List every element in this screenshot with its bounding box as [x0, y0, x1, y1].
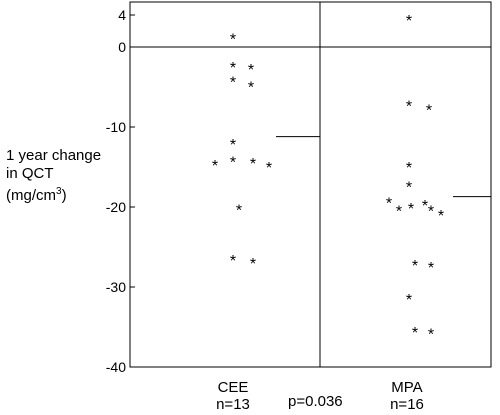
group-mean-lines: [276, 136, 491, 198]
data-point-mpa: *: [396, 203, 402, 220]
p-value-label: p=0.036: [288, 393, 343, 410]
group-name-cee: CEE: [217, 379, 249, 396]
data-point-mpa: *: [428, 203, 434, 220]
data-point-mpa: *: [428, 260, 434, 277]
data-point-mpa: *: [406, 160, 412, 177]
data-point-mpa: *: [406, 99, 412, 116]
data-point-mpa: *: [408, 201, 414, 218]
data-point-mpa: *: [406, 13, 412, 30]
y-axis-unit-close: ): [61, 187, 67, 204]
data-point-cee: *: [248, 62, 254, 79]
data-point-cee: *: [236, 203, 242, 220]
y-axis-label: 1 year change in QCT (mg/cm3): [6, 147, 101, 205]
data-point-mpa: *: [412, 325, 418, 342]
data-point-cee: *: [230, 253, 236, 270]
group-name-mpa: MPA: [391, 379, 423, 396]
y-axis-ticks: 4 0 -10 -20 -30 -40: [106, 7, 135, 375]
data-point-cee: *: [230, 60, 236, 77]
group-n-cee: n=13: [216, 396, 250, 413]
plot-border: [129, 1, 492, 368]
y-axis-unit-base: (mg/cm: [6, 187, 56, 204]
data-point-mpa: *: [422, 198, 428, 215]
data-point-cee: *: [212, 158, 218, 175]
y-axis-label-line-1: 1 year change: [6, 147, 102, 164]
data-point-cee: *: [250, 156, 256, 173]
data-points: ** ** *** * * *** *** **** * * * * ** *** *: [212, 13, 444, 344]
data-point-cee: *: [230, 137, 236, 154]
data-point-cee: *: [266, 160, 272, 177]
group-label-mpa: MPA n=16: [372, 379, 442, 413]
data-point-mpa: *: [406, 292, 412, 309]
y-tick-label: -20: [106, 199, 126, 215]
data-point-mpa: *: [406, 179, 412, 196]
y-axis-unit-sup: 3: [56, 186, 62, 197]
data-point-mpa: *: [426, 103, 432, 120]
y-axis-label-unit: (mg/cm3): [6, 183, 101, 205]
y-axis-label-line-2: in QCT: [6, 165, 54, 182]
y-tick-label: -40: [106, 359, 126, 375]
data-point-cee: *: [230, 31, 236, 48]
data-point-cee: *: [230, 75, 236, 92]
y-tick-label: -30: [106, 279, 126, 295]
y-tick-label: 4: [118, 7, 126, 23]
plot-frame: [129, 1, 492, 368]
y-tick-label: 0: [118, 39, 126, 55]
data-point-mpa: *: [428, 327, 434, 344]
y-tick-label: -10: [106, 119, 126, 135]
data-point-cee: *: [248, 79, 254, 96]
data-point-mpa: *: [412, 258, 418, 275]
data-point-mpa: *: [386, 195, 392, 212]
group-label-cee: CEE n=13: [198, 379, 268, 413]
data-point-cee: *: [250, 256, 256, 273]
data-point-mpa: *: [438, 208, 444, 225]
data-point-cee: *: [230, 155, 236, 172]
group-n-mpa: n=16: [390, 396, 424, 413]
